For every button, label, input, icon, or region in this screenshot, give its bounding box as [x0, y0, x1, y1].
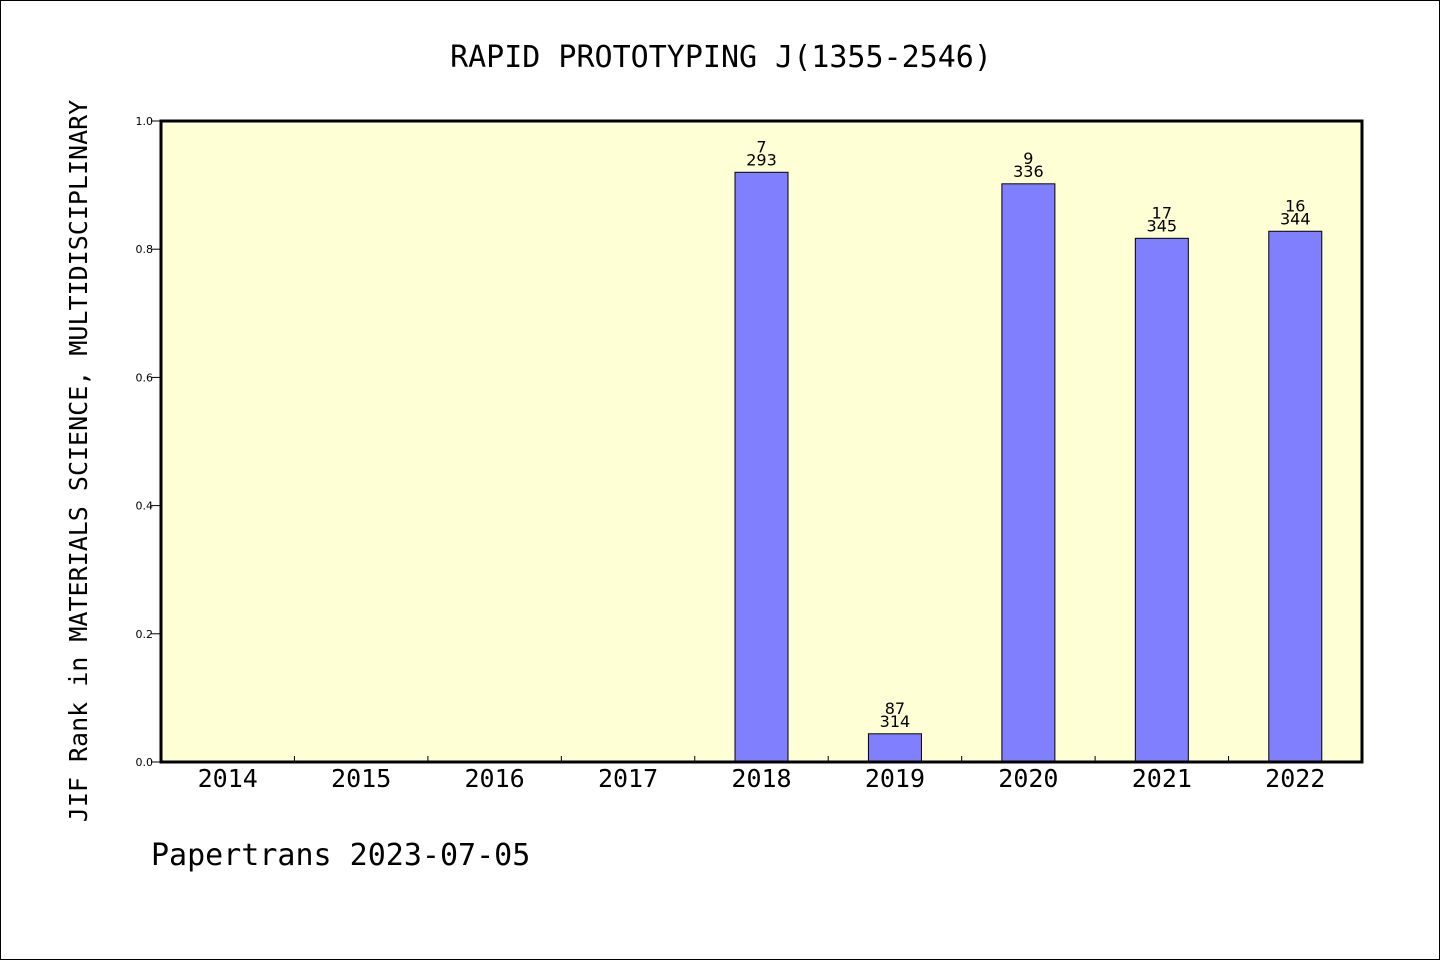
x-tick-label: 2014: [198, 764, 258, 793]
x-tick-label: 2020: [998, 764, 1058, 793]
bar-rank-label: 17: [1152, 203, 1172, 222]
bar-2021: [1134, 237, 1189, 763]
y-tick-label: 0.6: [136, 371, 154, 384]
y-tick-label: 0.8: [136, 243, 154, 256]
x-tick-label: 2022: [1265, 764, 1325, 793]
chart-title: RAPID PROTOTYPING J(1355-2546): [450, 40, 992, 75]
bar-rank-label: 87: [885, 699, 905, 718]
bar-2018: [734, 171, 789, 763]
y-tick-label: 0.4: [136, 500, 154, 513]
x-tick-label: 2018: [731, 764, 791, 793]
y-tick-label: 1.0: [136, 115, 154, 128]
bar-total-label: 314: [880, 712, 911, 731]
x-tick-label: 2017: [598, 764, 658, 793]
plot-frame: [159, 119, 1364, 764]
bar-2019: [867, 733, 922, 763]
bar-rank-label: 16: [1285, 196, 1305, 215]
y-tick-label: 0.2: [136, 628, 154, 641]
x-tick-label: 2019: [865, 764, 925, 793]
bar-total-label: 293: [746, 150, 777, 169]
bar-rank-label: 7: [756, 137, 766, 156]
bar-2022: [1268, 230, 1323, 763]
bar-total-label: 336: [1013, 162, 1044, 181]
x-tick-label: 2016: [465, 764, 525, 793]
footer-credit: Papertrans 2023-07-05: [151, 838, 530, 873]
y-tick-label: 0.0: [136, 756, 154, 769]
bar-rank-label: 9: [1023, 149, 1033, 168]
x-tick-label: 2021: [1132, 764, 1192, 793]
bar-2020: [1001, 183, 1056, 763]
x-tick-label: 2015: [331, 764, 391, 793]
bar-total-label: 345: [1147, 216, 1178, 235]
y-axis-label: JIF Rank in MATERIALS SCIENCE, MULTIDISC…: [64, 100, 93, 822]
bar-total-label: 344: [1280, 209, 1311, 228]
